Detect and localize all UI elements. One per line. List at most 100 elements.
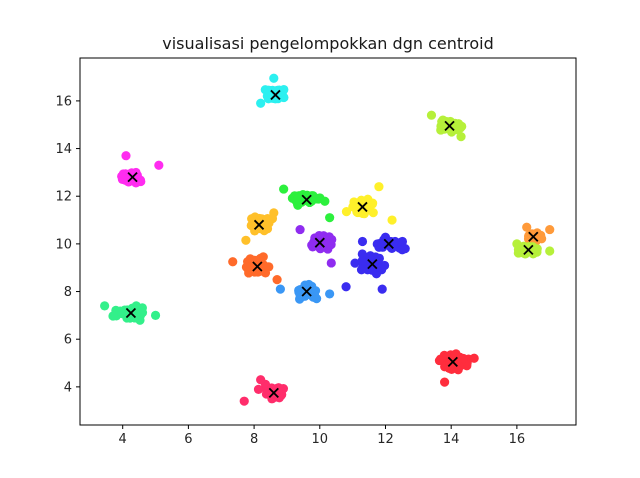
centroid-marker <box>127 172 138 183</box>
data-point <box>341 282 351 292</box>
centroid-marker <box>523 244 534 255</box>
centroid-stroke <box>367 259 378 270</box>
data-point <box>325 289 335 299</box>
data-point <box>256 98 266 108</box>
centroid-stroke <box>301 286 312 297</box>
data-point <box>400 244 410 254</box>
centroid-stroke <box>383 238 394 250</box>
centroid-stroke <box>523 244 534 255</box>
data-point <box>357 236 368 247</box>
centroid-marker <box>444 120 455 132</box>
centroid-marker <box>125 307 137 319</box>
y-tick-label: 16 <box>55 94 72 109</box>
data-point <box>357 249 367 259</box>
data-point <box>341 206 352 217</box>
data-point <box>440 377 450 387</box>
data-point <box>450 118 460 128</box>
data-point <box>513 248 523 258</box>
y-tick-label: 6 <box>64 333 72 348</box>
data-point <box>272 275 282 285</box>
points-layer <box>100 73 555 406</box>
data-point <box>154 160 164 170</box>
data-point <box>387 215 397 225</box>
data-point <box>522 222 532 232</box>
data-point <box>293 200 303 210</box>
centroid-marker <box>314 237 325 248</box>
centroid-stroke <box>127 172 138 183</box>
centroid-stroke <box>447 356 458 367</box>
y-tick-label: 10 <box>55 237 72 252</box>
data-point <box>253 384 264 395</box>
centroid-marker <box>528 231 539 242</box>
centroid-stroke <box>252 261 263 272</box>
data-point <box>545 246 555 256</box>
data-point <box>241 262 252 272</box>
data-point <box>325 213 335 223</box>
data-point <box>268 85 278 95</box>
data-point <box>323 239 333 249</box>
centroid-stroke <box>444 120 455 132</box>
data-point <box>131 301 141 311</box>
data-point <box>456 132 466 142</box>
centroid-marker <box>367 259 378 270</box>
centroid-stroke <box>314 237 325 248</box>
data-point <box>275 88 285 98</box>
data-point <box>469 353 479 363</box>
data-point <box>241 235 251 245</box>
data-point <box>115 306 125 316</box>
data-point <box>100 301 110 311</box>
centroid-marker <box>270 89 281 101</box>
x-tick-label: 6 <box>184 432 192 447</box>
axes-layer: 4 6 8 10 12 14 16 4 6 8 10 12 14 16 <box>55 57 577 447</box>
data-point <box>377 284 387 294</box>
data-point <box>261 389 272 399</box>
data-point <box>239 396 249 406</box>
data-point <box>108 311 118 321</box>
data-point <box>545 224 555 235</box>
data-point <box>358 257 368 267</box>
centroid-marker <box>357 201 368 213</box>
data-point <box>150 310 161 320</box>
data-point <box>350 258 360 268</box>
data-point <box>434 355 445 366</box>
y-tick-label: 12 <box>55 190 72 205</box>
y-tick-label: 8 <box>64 285 72 300</box>
data-point <box>121 151 131 161</box>
centroid-marker <box>301 286 312 297</box>
x-tick-label: 12 <box>377 432 394 447</box>
data-point <box>313 194 324 204</box>
centroid-marker <box>447 356 458 367</box>
data-point <box>269 73 279 83</box>
centroid-stroke <box>125 307 137 319</box>
centroid-stroke <box>268 387 279 398</box>
centroid-marker <box>268 387 279 398</box>
centroid-stroke <box>528 231 539 242</box>
data-point <box>262 213 273 224</box>
centroid-stroke <box>301 194 312 205</box>
data-point <box>374 182 384 192</box>
data-point <box>397 236 408 247</box>
centroid-marker <box>252 261 263 272</box>
centroid-marker <box>301 194 312 205</box>
data-point <box>426 110 437 120</box>
centroid-marker <box>253 219 265 230</box>
plot-frame <box>79 57 577 426</box>
data-point <box>130 311 140 321</box>
data-point <box>357 264 368 274</box>
data-point <box>136 176 146 187</box>
centroid-layer <box>125 89 539 398</box>
x-tick-label: 10 <box>312 432 329 447</box>
centroid-stroke <box>270 89 281 101</box>
data-point <box>365 200 375 211</box>
data-point <box>228 257 238 267</box>
data-point <box>458 353 469 364</box>
centroid-stroke <box>253 219 265 230</box>
x-tick-label: 14 <box>443 432 460 447</box>
data-point <box>311 294 322 304</box>
data-point <box>295 224 305 235</box>
data-point <box>256 375 266 385</box>
x-tick-label: 4 <box>119 432 127 447</box>
data-point <box>528 242 538 252</box>
data-point <box>512 239 522 249</box>
